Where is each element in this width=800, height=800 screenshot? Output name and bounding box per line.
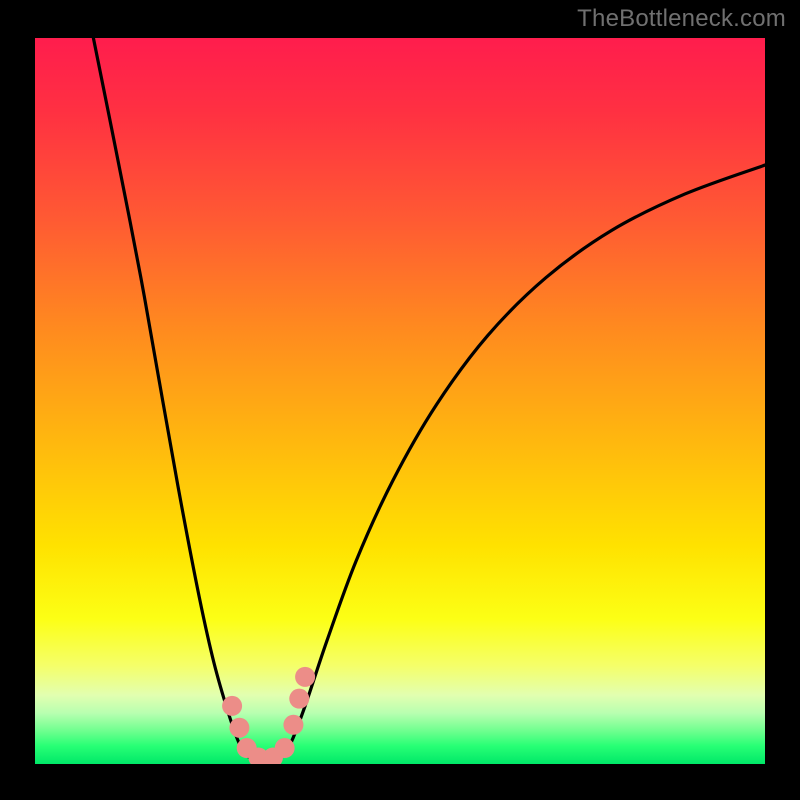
watermark-text: TheBottleneck.com: [577, 5, 786, 33]
valley-marker: [222, 696, 242, 716]
valley-marker: [229, 718, 249, 738]
valley-marker: [283, 715, 303, 735]
valley-marker: [295, 667, 315, 687]
valley-marker: [275, 738, 295, 758]
plot-area: [35, 38, 765, 764]
bottleneck-curve: [93, 38, 765, 760]
curve-layer: [35, 38, 765, 764]
chart-root: TheBottleneck.com: [0, 0, 800, 800]
valley-marker: [289, 689, 309, 709]
